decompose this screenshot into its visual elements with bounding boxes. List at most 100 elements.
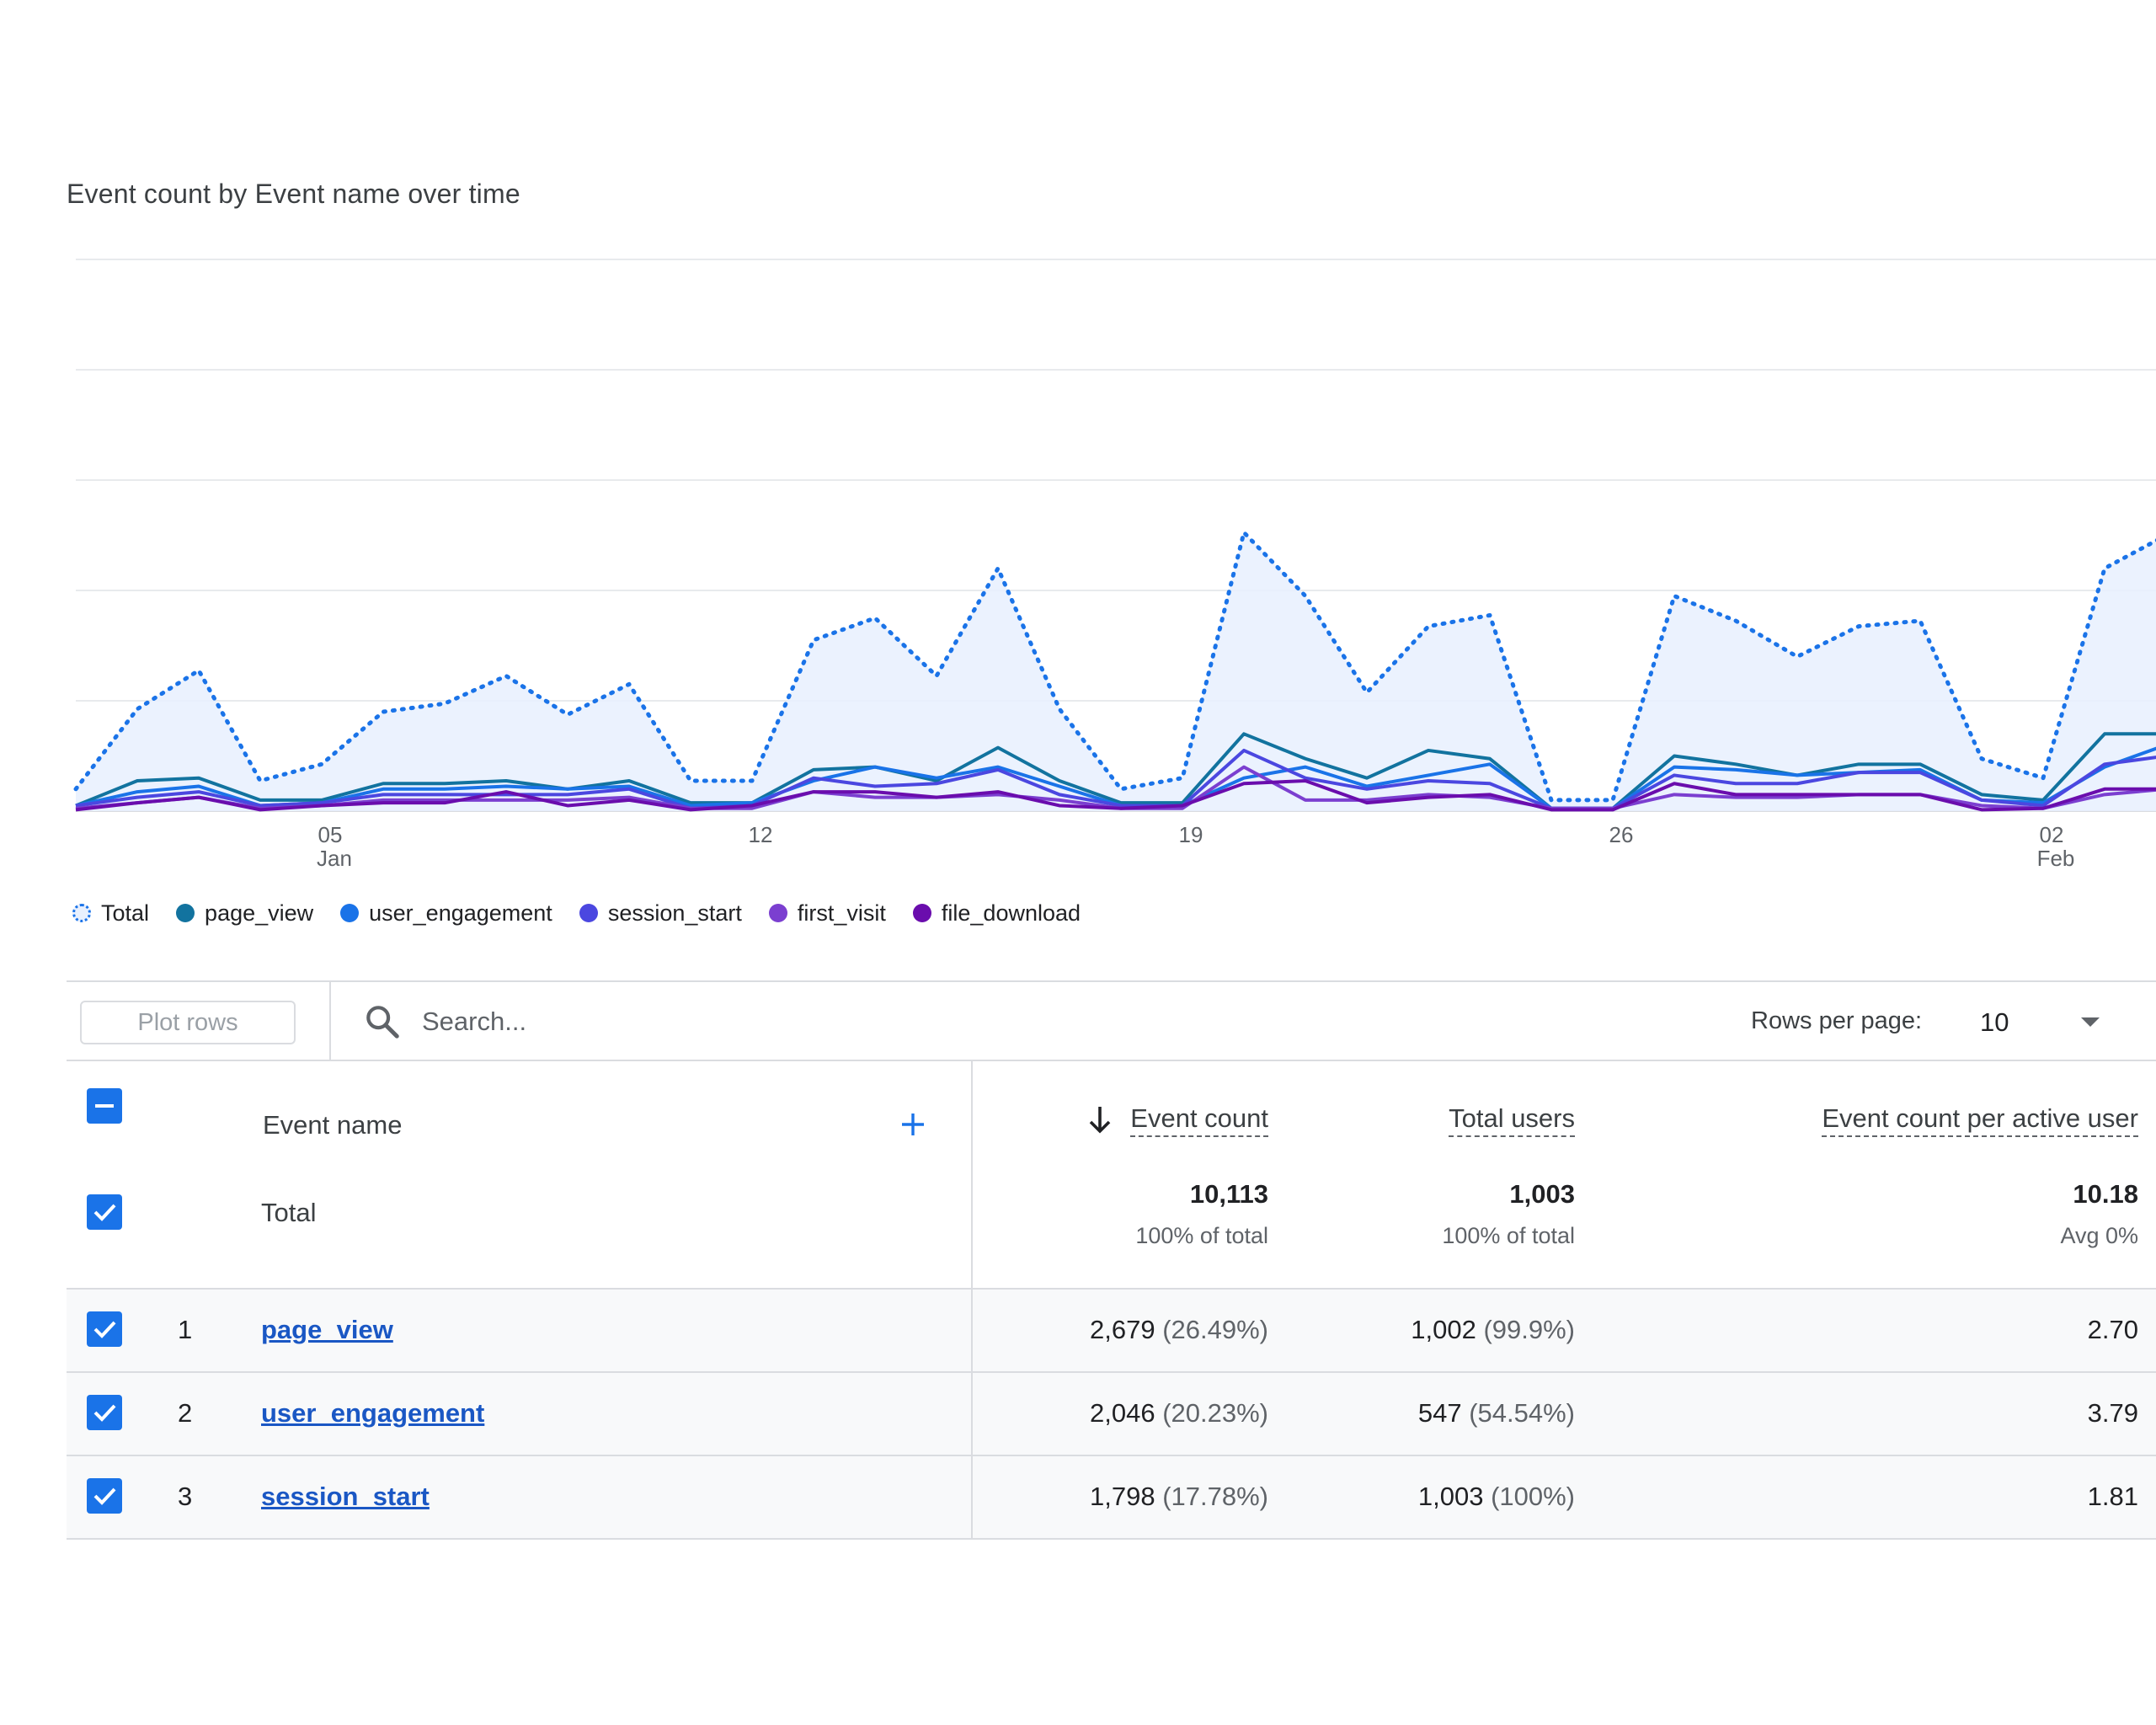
legend-swatch-file-download	[912, 904, 931, 922]
chart-legend: Total page_view user_engagement session_…	[72, 896, 1107, 930]
x-tick-label: 12	[749, 822, 773, 847]
event-name-link[interactable]: user_engagement	[261, 1398, 485, 1428]
total-users-cell: 1,003 (100%)	[1418, 1482, 1575, 1512]
event-count-value: 2,679	[1090, 1315, 1155, 1344]
event-count-cell: 1,798 (17.78%)	[1090, 1482, 1268, 1512]
per-user-cell: 2.70	[2087, 1315, 2138, 1344]
series-line-page-view	[75, 732, 2156, 810]
table-row: 2 user_engagement 2,046 (20.23%) 547 (54…	[67, 1373, 2156, 1456]
per-user-cell: 1.81	[2087, 1482, 2138, 1511]
table-row: 3 session_start 1,798 (17.78%) 1,003 (10…	[67, 1456, 2156, 1540]
legend-label: first_visit	[797, 900, 886, 926]
event-count-percent: (20.23%)	[1162, 1398, 1268, 1428]
total-per-user-sub: Avg 0%	[2060, 1223, 2138, 1248]
total-users-value: 1,002	[1411, 1315, 1476, 1344]
legend-swatch-first-visit	[768, 904, 787, 922]
total-users-cell: 1,002 (99.9%)	[1411, 1315, 1575, 1345]
events-table: Event name Event count Total users Event…	[67, 1061, 2156, 1540]
total-event-count: 10,113	[1189, 1179, 1268, 1209]
select-all-checkbox[interactable]	[87, 1088, 122, 1124]
chart-title: Event count by Event name over time	[67, 179, 520, 209]
checkmark-icon	[93, 1204, 116, 1221]
search-icon	[366, 1006, 399, 1039]
series-line-total	[73, 530, 2156, 803]
toolbar-divider	[329, 982, 331, 1061]
row-checkbox[interactable]	[87, 1478, 122, 1514]
table-header-row: Event name Event count Total users Event…	[67, 1061, 2156, 1179]
total-users-value: 1,003	[1509, 1179, 1575, 1209]
row-index: 3	[178, 1482, 193, 1511]
column-header-event-count-per-active-user[interactable]: Event count per active user	[1822, 1103, 2138, 1137]
total-label: Total	[261, 1198, 317, 1227]
event-count-cell: 2,046 (20.23%)	[1090, 1398, 1268, 1429]
row-checkbox[interactable]	[87, 1311, 122, 1347]
plus-icon[interactable]	[899, 1110, 927, 1139]
total-per-user: 10.18	[2073, 1179, 2138, 1209]
event-name-link[interactable]: page_view	[261, 1315, 393, 1344]
column-divider	[971, 1061, 973, 1179]
event-name-link[interactable]: session_start	[261, 1482, 430, 1511]
total-users-value: 1,003	[1417, 1482, 1484, 1511]
total-users-sub: 100% of total	[1442, 1223, 1575, 1248]
legend-swatch-total	[72, 904, 91, 922]
total-checkbox[interactable]	[87, 1194, 122, 1230]
total-users-cell: 547 (54.54%)	[1418, 1398, 1575, 1429]
table-row: 1 page_view 2,679 (26.49%) 1,002 (99.9%)…	[67, 1290, 2156, 1373]
x-tick-month-label: Feb	[2037, 846, 2075, 871]
row-checkbox[interactable]	[87, 1395, 122, 1430]
total-users-value: 547	[1417, 1398, 1462, 1428]
legend-label: session_start	[607, 900, 742, 926]
event-count-percent: (26.49%)	[1162, 1315, 1268, 1344]
series-line-session-start	[75, 748, 2156, 810]
total-users-percent: (54.54%)	[1469, 1398, 1575, 1428]
total-event-count-sub: 100% of total	[1135, 1223, 1268, 1248]
legend-label: user_engagement	[369, 900, 552, 926]
table-toolbar: Plot rows Rows per page: 10	[67, 980, 2156, 1061]
x-tick-label: 02	[2040, 822, 2064, 847]
x-tick-label: 05	[318, 822, 343, 847]
event-count-percent: (17.78%)	[1162, 1482, 1268, 1511]
rows-per-page-label: Rows per page:	[1751, 1007, 1923, 1034]
table-total-row: Total 10,113 100% of total 1,003 100% of…	[67, 1179, 2156, 1290]
legend-swatch-session-start	[579, 904, 598, 922]
x-tick-label: 26	[1609, 822, 1634, 847]
rows-per-page-value: 10	[1980, 1007, 2009, 1037]
minus-icon	[95, 1104, 114, 1108]
legend-item-page-view[interactable]: page_view	[176, 900, 313, 927]
legend-item-file-download[interactable]: file_download	[912, 900, 1081, 927]
event-count-value: 1,798	[1090, 1482, 1155, 1511]
arrow-down-icon[interactable]	[1086, 1103, 1114, 1137]
column-header-event-count[interactable]: Event count	[1130, 1103, 1268, 1137]
column-divider	[971, 1456, 973, 1538]
per-user-cell: 3.79	[2087, 1398, 2138, 1428]
legend-item-session-start[interactable]: session_start	[579, 900, 742, 927]
caret-down-icon	[2081, 1017, 2100, 1027]
legend-label: Total	[101, 900, 150, 926]
legend-item-user-engagement[interactable]: user_engagement	[340, 900, 552, 927]
legend-item-first-visit[interactable]: first_visit	[768, 900, 886, 927]
rows-per-page-select[interactable]: 10	[1980, 1001, 2148, 1043]
row-index: 2	[178, 1398, 193, 1428]
checkmark-icon	[93, 1487, 116, 1505]
column-header-event-name[interactable]: Event name	[263, 1110, 403, 1140]
total-users-percent: (100%)	[1491, 1482, 1575, 1511]
legend-label: page_view	[205, 900, 314, 926]
series-line-file-download	[75, 778, 2156, 812]
row-index: 1	[178, 1315, 193, 1344]
checkmark-icon	[93, 1404, 116, 1422]
checkmark-icon	[93, 1321, 116, 1338]
total-users-percent: (99.9%)	[1483, 1315, 1575, 1344]
column-divider	[971, 1290, 973, 1371]
column-divider	[971, 1179, 973, 1288]
event-count-value: 2,046	[1090, 1398, 1155, 1428]
legend-swatch-page-view	[176, 904, 195, 922]
column-header-total-users[interactable]: Total users	[1449, 1103, 1575, 1137]
legend-item-total[interactable]: Total	[72, 900, 149, 927]
x-tick-label: 19	[1179, 822, 1203, 847]
legend-swatch-user-engagement	[340, 904, 360, 922]
column-divider	[971, 1373, 973, 1455]
plot-rows-button[interactable]: Plot rows	[80, 1001, 296, 1044]
legend-label: file_download	[941, 900, 1081, 926]
search-input[interactable]	[422, 1002, 1180, 1041]
